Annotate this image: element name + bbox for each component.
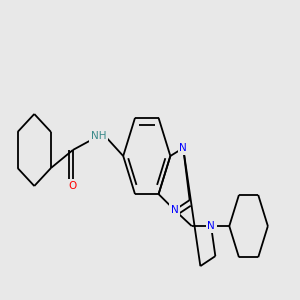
Text: NH: NH	[91, 131, 106, 141]
Text: N: N	[207, 221, 215, 231]
Text: N: N	[171, 205, 178, 215]
Text: O: O	[69, 181, 77, 191]
Text: N: N	[179, 143, 187, 153]
